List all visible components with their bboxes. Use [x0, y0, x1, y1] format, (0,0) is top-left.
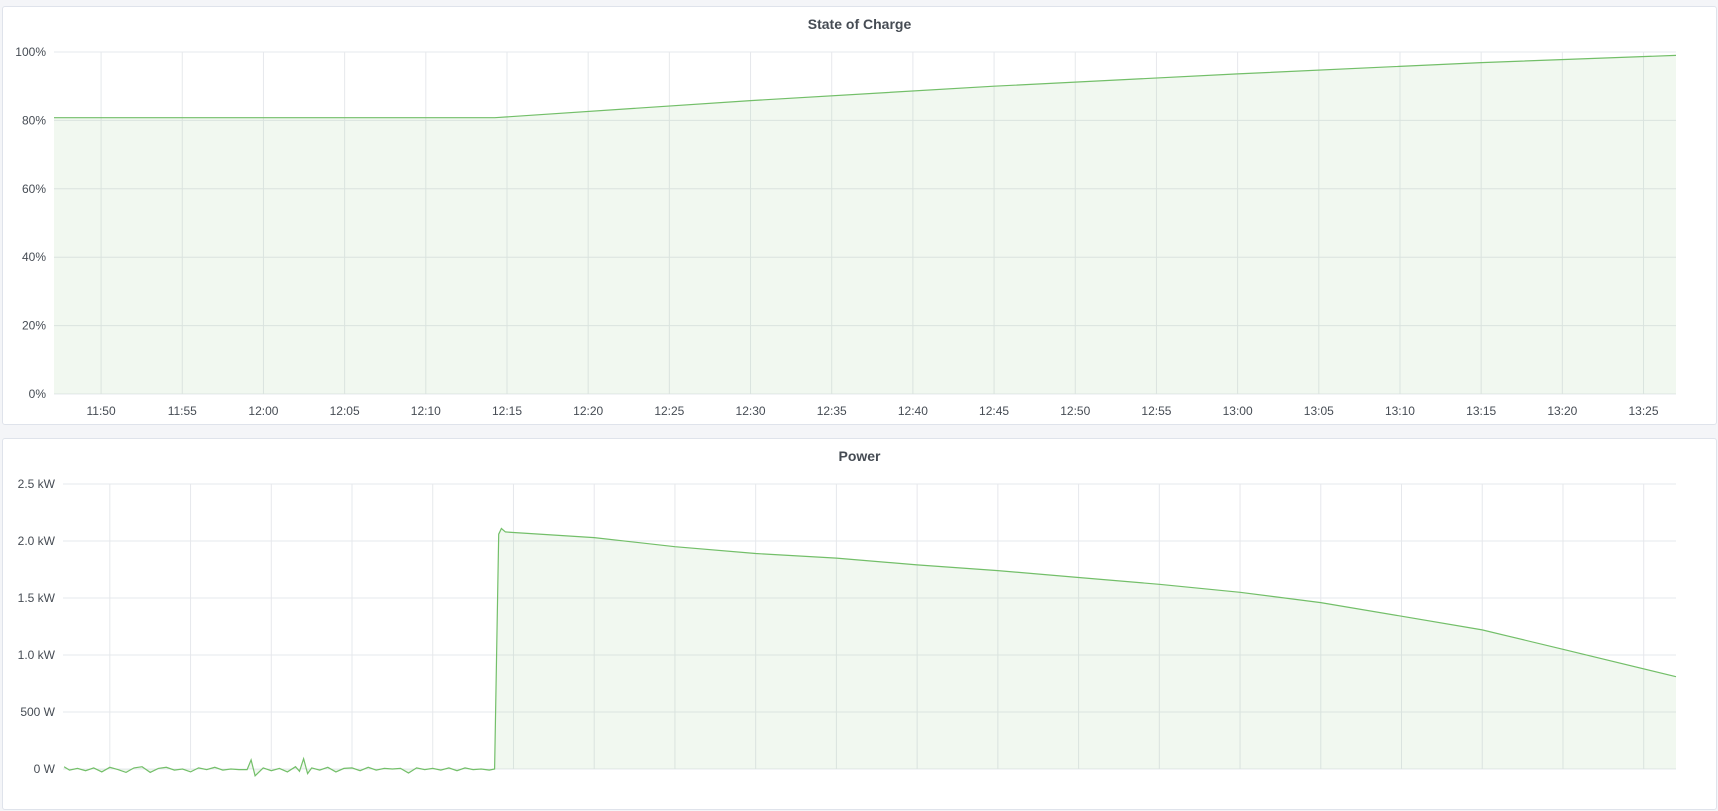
x-tick-label: 12:40 [898, 404, 928, 418]
power-chart: 0 W 500 W 1.0 kW 1.5 kW 2.0 kW 2.5 kW [18, 477, 1677, 777]
x-tick-label: 12:45 [979, 404, 1009, 418]
panel-title[interactable]: State of Charge [807, 16, 912, 32]
x-tick-label: 12:35 [817, 404, 847, 418]
x-tick-label: 13:05 [1304, 404, 1334, 418]
x-tick-label: 12:50 [1060, 404, 1090, 418]
x-tick-label: 12:15 [492, 404, 522, 418]
x-tick-label: 11:50 [87, 404, 116, 418]
y-tick-label: 80% [22, 113, 46, 127]
series-area [54, 55, 1676, 395]
series-area [64, 528, 1677, 776]
y-tick-label: 1.5 kW [18, 591, 56, 605]
series-line [54, 54, 1677, 119]
power-panel: Power 0 W 500 W 1.0 kW 1.5 kW 2.0 kW 2.5 kW [2, 438, 1717, 810]
x-tick-label: 12:00 [248, 404, 278, 418]
x-tick-label: 13:00 [1223, 404, 1253, 418]
x-tick-label: 11:55 [168, 404, 197, 418]
y-tick-label: 1.0 kW [18, 648, 56, 662]
x-tick-label: 12:10 [411, 404, 441, 418]
state-of-charge-chart: 0% 20% 40% 60% 80% 100% 11:50 11:55 12:00 12:05 12… [15, 45, 1677, 418]
series-line [63, 527, 1677, 777]
x-tick-label: 12:30 [736, 404, 766, 418]
y-tick-label: 20% [22, 319, 46, 333]
y-tick-label: 100% [15, 45, 46, 59]
y-tick-label: 2.5 kW [18, 477, 56, 491]
x-tick-label: 13:10 [1385, 404, 1415, 418]
x-tick-label: 13:15 [1466, 404, 1496, 418]
x-tick-label: 12:55 [1141, 404, 1171, 418]
y-tick-label: 500 W [20, 705, 55, 719]
x-tick-label: 12:05 [330, 404, 360, 418]
panel-title[interactable]: Power [838, 448, 881, 464]
y-tick-label: 0% [29, 387, 47, 401]
state-of-charge-panel: State of Charge 0% 20% 40% 60% 80% 100% 11:50 1… [2, 6, 1717, 425]
x-tick-label: 13:25 [1629, 404, 1659, 418]
y-tick-label: 2.0 kW [18, 534, 56, 548]
y-tick-label: 40% [22, 250, 46, 264]
y-tick-label: 60% [22, 182, 46, 196]
x-tick-label: 12:20 [573, 404, 603, 418]
y-tick-label: 0 W [34, 762, 56, 776]
x-tick-label: 13:20 [1547, 404, 1577, 418]
x-tick-label: 12:25 [654, 404, 684, 418]
